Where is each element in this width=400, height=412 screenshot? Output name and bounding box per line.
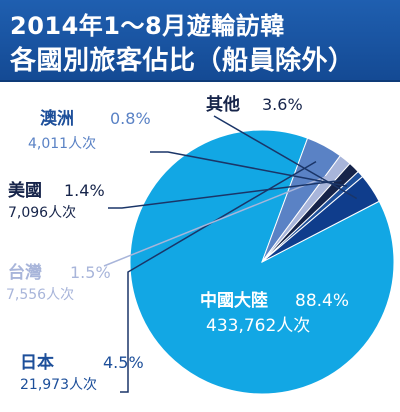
- label-usa-percent: 1.4%: [64, 181, 105, 200]
- label-taiwan-name: 台灣: [8, 262, 42, 283]
- callout-line-japan: [120, 160, 317, 393]
- callout-line-taiwan: [103, 172, 335, 267]
- callout-lines: [103, 115, 358, 393]
- label-australia-name: 澳洲: [40, 108, 74, 129]
- label-japan-name: 日本: [20, 352, 54, 373]
- label-australia-count: 4,011人次: [28, 136, 96, 152]
- label-china-name: 中國大陸: [200, 290, 268, 311]
- callout-line-usa: [108, 179, 342, 209]
- label-japan-percent: 4.5%: [103, 353, 144, 372]
- label-other-percent: 3.6%: [262, 95, 303, 114]
- chart-title-line-1: 2014年1～8月遊輪訪韓: [10, 12, 285, 40]
- pie-slices: [129, 129, 395, 395]
- label-usa-name: 美國: [8, 180, 42, 201]
- label-china-count: 433,762人次: [206, 316, 310, 336]
- label-taiwan-count: 7,556人次: [6, 287, 74, 303]
- label-japan-count: 21,973人次: [20, 377, 97, 393]
- callout-line-other: [213, 115, 358, 200]
- chart-title-banner: 2014年1～8月遊輪訪韓 各國別旅客佔比（船員除外）: [0, 0, 400, 82]
- callout-line-australia: [150, 151, 348, 187]
- chart-title-line-2: 各國別旅客佔比（船員除外）: [10, 46, 355, 76]
- label-other-name: 其他: [206, 94, 240, 115]
- label-taiwan-percent: 1.5%: [70, 263, 111, 282]
- label-usa-count: 7,096人次: [8, 205, 76, 221]
- pie-slice-other: [261, 175, 380, 263]
- label-china-percent: 88.4%: [295, 291, 349, 311]
- label-australia-percent: 0.8%: [110, 109, 151, 128]
